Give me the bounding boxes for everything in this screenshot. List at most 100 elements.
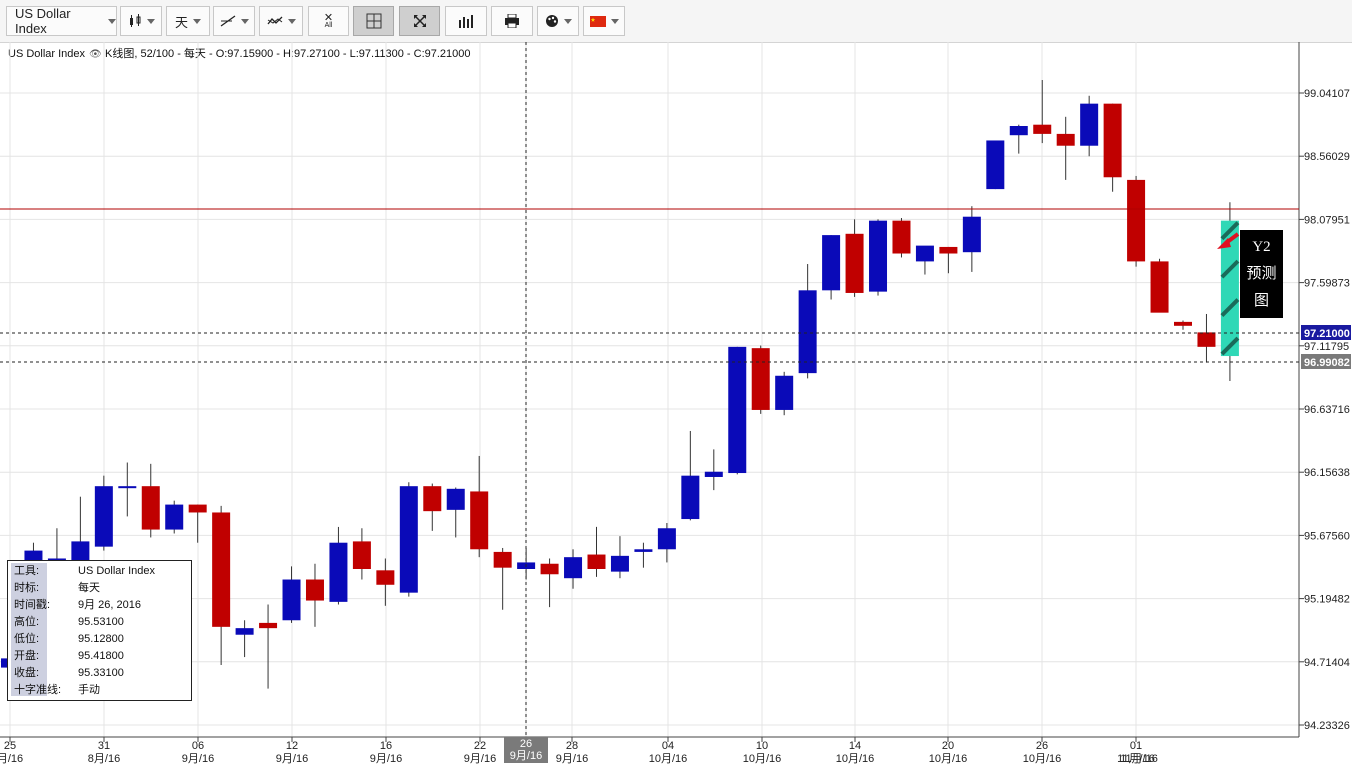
forecast-annotation-line2: 预测 bbox=[1246, 266, 1277, 282]
candle-body bbox=[1150, 261, 1169, 313]
candle bbox=[540, 558, 559, 608]
candle-body bbox=[188, 504, 207, 513]
print-button[interactable] bbox=[491, 6, 533, 36]
x-axis-label-day: 01 bbox=[1130, 740, 1142, 752]
data-window-row-label: 开盘: bbox=[14, 650, 40, 662]
data-window-row-label: 时标: bbox=[14, 582, 40, 594]
candle-body bbox=[423, 486, 442, 512]
data-window-row-value: US Dollar Index bbox=[78, 565, 156, 577]
candle bbox=[141, 463, 160, 538]
candle-body bbox=[1080, 103, 1099, 146]
candle-body bbox=[1103, 103, 1122, 178]
x-axis-label-day: 12 bbox=[286, 740, 298, 752]
eye-icon[interactable]: 👁 bbox=[89, 49, 102, 60]
x-axis-label-day: 20 bbox=[942, 740, 954, 752]
drawing-tools-select[interactable] bbox=[213, 6, 255, 36]
data-window-row-value: 95.33100 bbox=[78, 667, 124, 679]
toolbar: US Dollar Index 天 ✕ All bbox=[0, 0, 1352, 43]
candle-body bbox=[564, 557, 583, 579]
x-axis-label-day: 04 bbox=[662, 740, 674, 752]
grid-toggle-button[interactable] bbox=[353, 6, 394, 36]
candle bbox=[1197, 313, 1216, 363]
x-axis-label-day: 06 bbox=[192, 740, 204, 752]
candle-body bbox=[1056, 133, 1075, 146]
candle bbox=[493, 547, 512, 610]
x-axis-label-day: 28 bbox=[566, 740, 578, 752]
remove-all-button[interactable]: ✕ All bbox=[308, 6, 349, 36]
x-axis-label-day: 31 bbox=[98, 740, 110, 752]
candle-body bbox=[305, 579, 324, 601]
y-axis-label: 96.15638 bbox=[1304, 467, 1350, 479]
candle bbox=[165, 500, 184, 534]
candle bbox=[869, 219, 888, 296]
candle-body bbox=[235, 628, 254, 635]
timeframe-select-value: 天 bbox=[174, 14, 188, 30]
timeframe-select[interactable]: 天 bbox=[166, 6, 210, 36]
candle-body bbox=[470, 491, 489, 550]
chevron-down-icon bbox=[563, 18, 572, 24]
candle bbox=[892, 218, 911, 258]
theme-select[interactable] bbox=[537, 6, 579, 36]
chevron-down-icon bbox=[146, 18, 155, 24]
forecast-stripe bbox=[1220, 259, 1240, 279]
candle-body bbox=[282, 579, 301, 621]
ohlc-readout: K线图, 52/100 - 每天 - O:97.15900 - H:97.271… bbox=[105, 48, 471, 60]
candle-body bbox=[259, 622, 278, 629]
fullscreen-button[interactable] bbox=[399, 6, 440, 36]
candle bbox=[962, 206, 981, 272]
candle bbox=[1033, 79, 1052, 144]
y-axis-label: 98.07951 bbox=[1304, 214, 1350, 226]
indicators-select[interactable] bbox=[259, 6, 303, 36]
chart-instrument-name: US Dollar Index bbox=[8, 48, 86, 60]
y-axis-label: 97.11795 bbox=[1304, 341, 1349, 353]
price-chart[interactable]: 97.21000 96.99082 99.04107 98.56029 98.0795… bbox=[0, 42, 1352, 765]
candle bbox=[1080, 95, 1099, 157]
x-axis-label-day: 25 bbox=[4, 740, 16, 752]
data-window-row: 开盘: 95.41800 bbox=[14, 648, 124, 665]
candle-body bbox=[141, 486, 160, 530]
candle bbox=[212, 505, 231, 665]
volume-button[interactable] bbox=[445, 6, 487, 36]
data-window-row-value: 95.12800 bbox=[78, 633, 124, 645]
candle bbox=[329, 526, 348, 605]
x-axis-label-day: 14 bbox=[849, 740, 861, 752]
y-axis-label: 96.63716 bbox=[1304, 404, 1350, 416]
candle bbox=[915, 245, 934, 275]
x-axis-label-day: 16 bbox=[380, 740, 392, 752]
language-select[interactable] bbox=[583, 6, 625, 36]
candle-body bbox=[962, 216, 981, 253]
candle bbox=[681, 430, 700, 521]
candle-body bbox=[1127, 179, 1146, 262]
x-axis-label-day: 26 bbox=[1036, 740, 1048, 752]
data-window-row-label: 工具: bbox=[14, 565, 40, 577]
candle bbox=[939, 246, 958, 274]
data-window-row-value: 每天 bbox=[78, 582, 100, 594]
data-window-row-value: 手动 bbox=[78, 684, 100, 696]
candle bbox=[798, 264, 817, 379]
chevron-down-icon bbox=[193, 18, 201, 24]
x-axis: 25月/16318月/16069月/16129月/16169月/16229月/1… bbox=[0, 737, 1158, 765]
forecast-annotation-line3: 图 bbox=[1253, 293, 1269, 309]
instrument-select[interactable]: US Dollar Index bbox=[6, 6, 117, 36]
candle-body bbox=[352, 541, 371, 569]
x-axis-label-month: 10月/16 bbox=[1023, 753, 1062, 765]
candle-body bbox=[446, 488, 465, 510]
current-price-label-bg bbox=[1301, 325, 1351, 340]
data-window-row: 十字准线: 手动 bbox=[14, 682, 100, 699]
data-window-row-label: 高位: bbox=[14, 616, 40, 628]
data-window-row: 收盘: 95.33100 bbox=[14, 665, 124, 682]
y-axis-label: 95.19482 bbox=[1304, 594, 1350, 606]
candle-body bbox=[587, 554, 606, 569]
candle bbox=[845, 219, 864, 297]
data-window-row-value: 95.41800 bbox=[78, 650, 124, 662]
indicator-icon bbox=[266, 16, 282, 25]
candle bbox=[282, 566, 301, 623]
data-window-row: 时标: 每天 bbox=[14, 580, 100, 597]
current-price-label: 97.21000 bbox=[1304, 328, 1350, 340]
candle-body bbox=[399, 486, 418, 593]
candle-body bbox=[915, 245, 934, 262]
candle bbox=[305, 563, 324, 627]
chart-type-select[interactable] bbox=[120, 6, 162, 36]
crosshair-date-label-bg bbox=[504, 737, 548, 763]
crosshair-price-label: 96.99082 bbox=[1304, 357, 1350, 369]
